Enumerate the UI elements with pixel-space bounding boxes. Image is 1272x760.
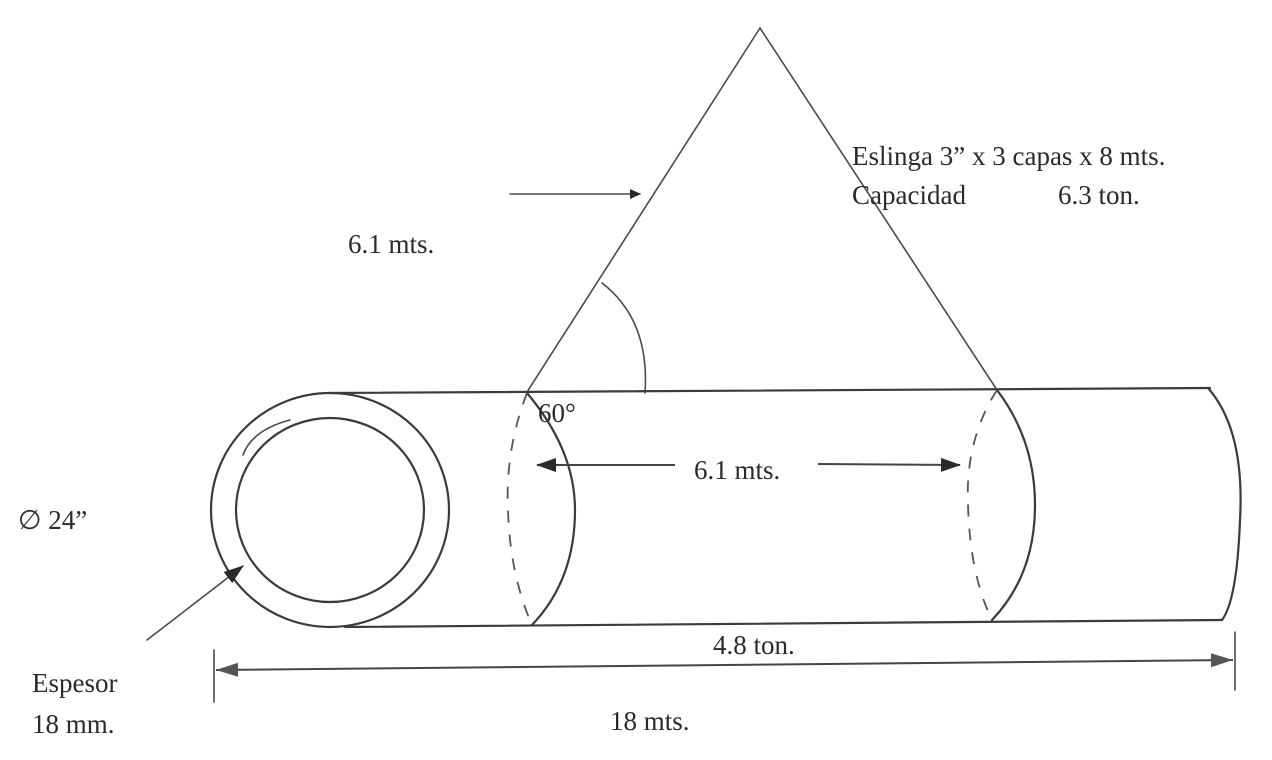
sling-right-leg <box>759 27 998 391</box>
pipe-bottom-edge <box>343 618 1224 629</box>
pipe-outer-end <box>209 391 451 629</box>
angle-label: 60° <box>538 398 576 428</box>
right-sling-section <box>966 388 1037 622</box>
sling-left-leg <box>526 27 761 393</box>
diameter-label: ∅ 24” <box>18 505 87 535</box>
span-arrow-right <box>817 457 961 472</box>
sling-length-label: 6.1 mts. <box>348 229 434 259</box>
length-dimension <box>213 631 1236 703</box>
weight-label: 4.8 ton. <box>713 630 795 660</box>
pipe-inner-end <box>234 416 426 604</box>
capacity-label: Capacidad <box>852 180 966 210</box>
pipe-top-edge <box>328 386 1212 395</box>
pipe-inner-shadow <box>242 419 291 456</box>
sling <box>526 27 998 393</box>
right-section-front <box>990 388 1037 622</box>
thickness-label: Espesor <box>32 668 117 698</box>
length-dimension-line <box>215 653 1234 677</box>
left-section-back <box>506 392 533 626</box>
thickness-value: 18 mm. <box>32 709 115 739</box>
span-label: 6.1 mts. <box>694 455 780 485</box>
left-section-front <box>525 391 577 627</box>
pipe-far-end <box>1206 386 1242 622</box>
sling-spec-label: Eslinga 3” x 3 capas x 8 mts. <box>852 141 1165 171</box>
left-sling-section <box>506 391 577 627</box>
pipe-body <box>209 386 1242 629</box>
thickness-pointer-arrow <box>146 565 244 641</box>
angle-arc <box>601 282 647 394</box>
length-label: 18 mts. <box>610 706 690 736</box>
capacity-value: 6.3 ton. <box>1058 180 1140 210</box>
right-section-back <box>966 389 998 621</box>
